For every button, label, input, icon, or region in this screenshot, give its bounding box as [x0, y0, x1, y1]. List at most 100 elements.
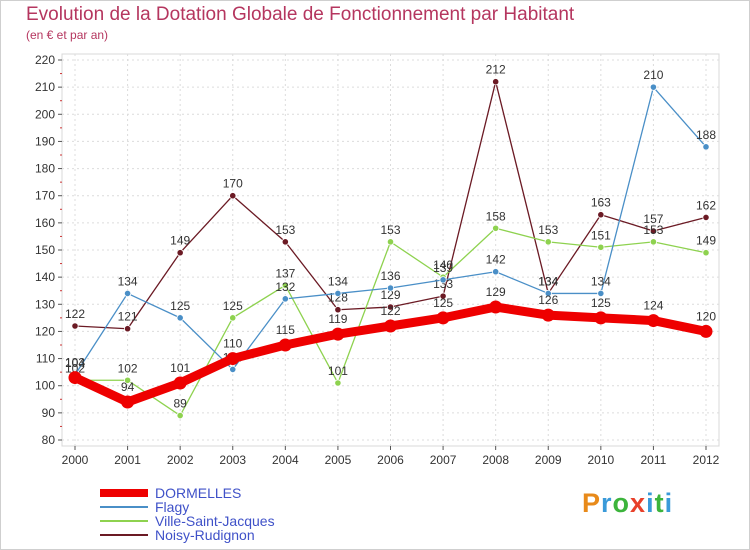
data-point — [229, 314, 237, 322]
x-tick-label: 2007 — [430, 453, 457, 467]
data-label: 212 — [486, 63, 506, 77]
data-point — [439, 292, 447, 300]
y-tick-label: 90 — [42, 406, 56, 420]
chart-subtitle: (en € et par an) — [26, 28, 109, 42]
data-label: 129 — [380, 288, 400, 302]
data-point — [702, 143, 710, 151]
data-label: 142 — [486, 253, 506, 267]
data-point — [544, 238, 552, 246]
data-label: 125 — [591, 296, 611, 310]
data-point — [123, 289, 132, 298]
data-label: 120 — [696, 309, 716, 323]
data-point — [699, 324, 713, 338]
chart-title: Evolution de la Dotation Globale de Fonc… — [26, 4, 575, 25]
data-label: 110 — [223, 337, 242, 351]
legend-label: Noisy-Rudignon — [155, 527, 255, 543]
data-label: 102 — [118, 361, 138, 375]
data-point — [226, 352, 240, 366]
data-point — [597, 243, 605, 251]
data-label: 94 — [121, 380, 135, 394]
y-tick-label: 100 — [35, 379, 55, 393]
data-point — [386, 303, 395, 311]
y-tick-label: 200 — [35, 107, 55, 121]
data-point — [492, 78, 500, 86]
data-label: 153 — [643, 223, 663, 237]
data-label: 149 — [696, 234, 716, 248]
data-point — [649, 227, 658, 235]
x-tick-label: 2012 — [693, 453, 720, 467]
x-tick-label: 2001 — [114, 453, 141, 467]
data-label: 188 — [696, 128, 716, 142]
data-label: 153 — [380, 223, 400, 237]
data-label: 137 — [275, 266, 295, 280]
data-point — [702, 213, 710, 222]
data-point — [123, 376, 132, 384]
data-label: 122 — [380, 304, 400, 318]
data-point — [334, 379, 342, 387]
data-label: 134 — [591, 274, 611, 288]
legend-label: DORMELLES — [155, 485, 241, 501]
data-point — [71, 322, 79, 330]
data-point — [281, 281, 289, 289]
y-tick-label: 130 — [35, 297, 55, 311]
data-label: 126 — [538, 293, 558, 307]
series-ville-saint-jacques: 102 102 89 125 137 101 153 140 158 153 151 153 149 — [65, 209, 716, 420]
x-tick-label: 2008 — [482, 453, 509, 467]
data-point — [492, 268, 500, 276]
y-tick-label: 170 — [35, 189, 55, 203]
data-label: 134 — [328, 274, 348, 288]
x-tick-label: 2002 — [167, 453, 194, 467]
data-point — [331, 327, 345, 341]
y-tick-label: 160 — [35, 216, 55, 230]
data-point — [386, 238, 395, 246]
data-point — [334, 289, 342, 298]
data-point — [597, 289, 605, 298]
data-label: 140 — [433, 258, 453, 272]
data-point — [278, 338, 292, 352]
data-label: 121 — [118, 310, 138, 324]
x-tick-label: 2010 — [587, 453, 614, 467]
data-point — [173, 376, 187, 390]
data-label: 102 — [65, 361, 85, 375]
series-dormelles: 103 94 101 110 115 119 122 125 129 126 125 124 120 — [65, 285, 716, 409]
data-label: 101 — [170, 361, 190, 375]
data-label: 170 — [223, 177, 243, 191]
data-point — [176, 314, 184, 322]
x-tick-label: 2011 — [641, 453, 667, 467]
data-label: 139 — [433, 261, 453, 275]
data-label: 115 — [276, 323, 295, 337]
y-tick-label: 150 — [35, 243, 55, 257]
data-point — [121, 395, 135, 409]
data-label: 136 — [380, 269, 400, 283]
data-point — [544, 289, 552, 298]
data-label: 124 — [643, 299, 663, 313]
data-point — [594, 311, 608, 325]
legend-label: Flagy — [155, 499, 189, 515]
data-label: 125 — [170, 299, 190, 313]
data-point — [439, 276, 447, 284]
data-label: 163 — [591, 196, 611, 210]
data-label: 129 — [486, 285, 506, 299]
data-point — [281, 295, 289, 303]
data-point — [384, 319, 397, 333]
x-tick-label: 2003 — [219, 453, 246, 467]
data-label: 134 — [538, 274, 558, 288]
data-point — [229, 192, 237, 200]
y-tick-label: 120 — [35, 324, 55, 338]
y-tick-label: 80 — [42, 433, 56, 447]
data-label: 162 — [696, 198, 716, 212]
data-label: 89 — [173, 397, 187, 411]
data-label: 122 — [65, 307, 85, 321]
data-point — [386, 284, 395, 292]
y-tick-label: 140 — [35, 270, 55, 284]
data-label: 134 — [118, 274, 138, 288]
series-flagy: 104134125106132134136139142134134210188 — [65, 68, 716, 379]
data-point — [176, 411, 184, 420]
y-tick-label: 180 — [35, 162, 55, 176]
data-label: 125 — [433, 296, 453, 310]
y-tick-label: 110 — [36, 352, 55, 366]
data-point — [489, 300, 503, 314]
